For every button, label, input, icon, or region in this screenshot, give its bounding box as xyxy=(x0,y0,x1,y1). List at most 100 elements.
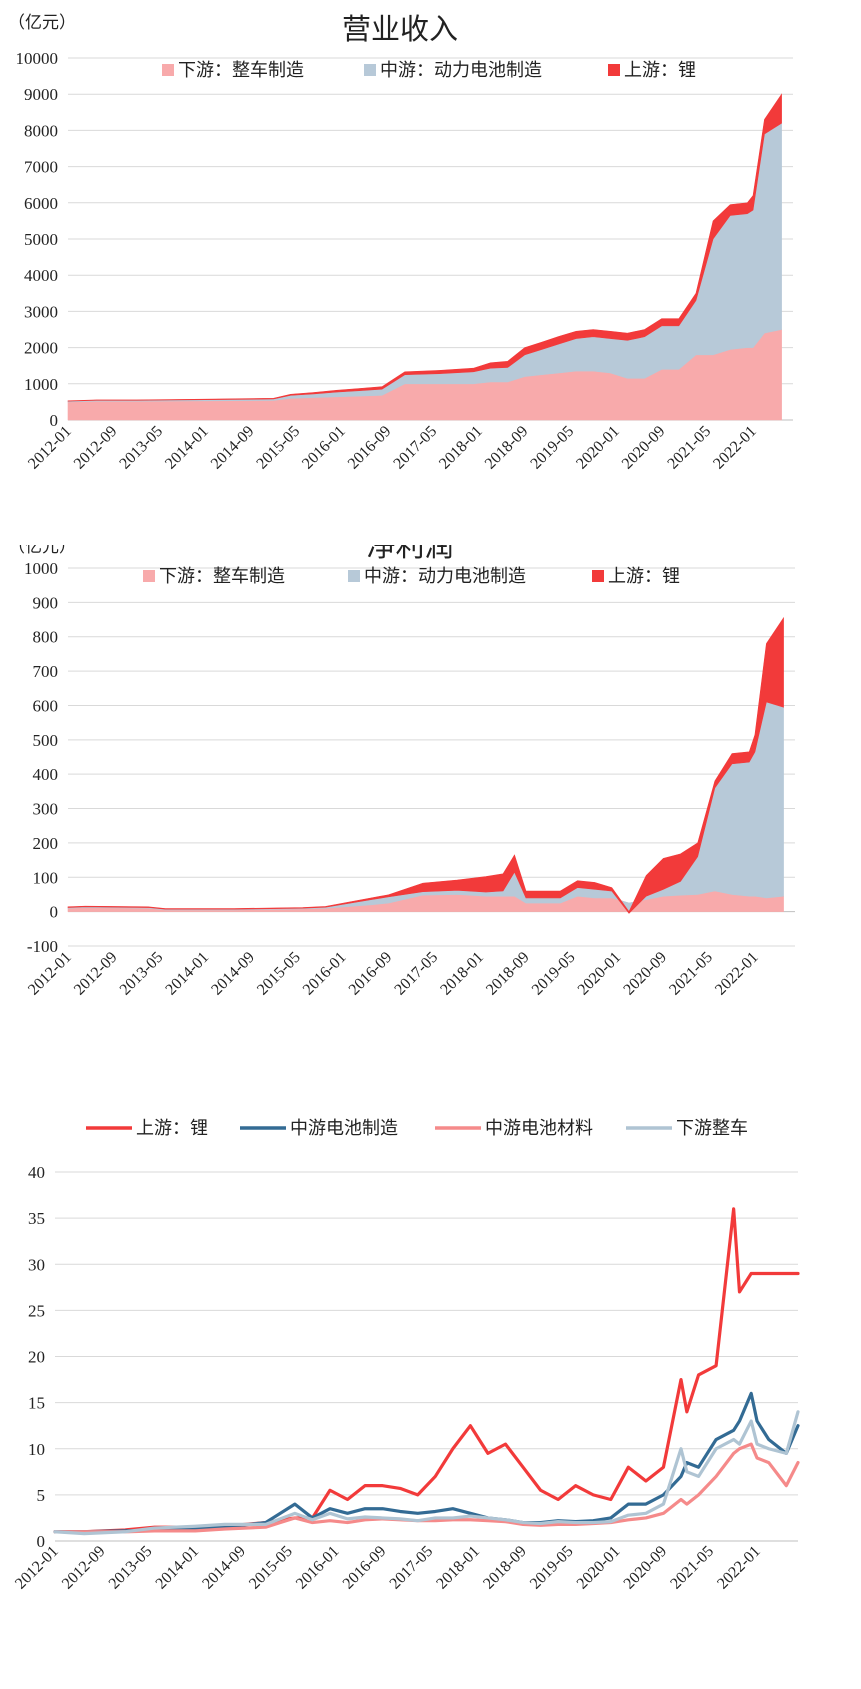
y-tick-label: 0 xyxy=(37,1532,46,1551)
legend-swatch-0 xyxy=(143,570,155,582)
gridlines xyxy=(68,57,793,421)
gridlines xyxy=(68,567,795,947)
y-tick-label: 0 xyxy=(50,903,59,922)
y-tick-label: 1000 xyxy=(24,559,58,578)
legend-swatch-2 xyxy=(592,570,604,582)
chart-title: 营业收入 xyxy=(342,13,458,46)
x-tick-label: 2018-01 xyxy=(433,1543,483,1593)
x-tick-label: 2018-09 xyxy=(482,423,532,473)
y-tick-label: 200 xyxy=(33,834,59,853)
y-tick-label: 40 xyxy=(28,1163,45,1182)
y-tick-label: -100 xyxy=(27,937,58,956)
legend-swatch-0 xyxy=(162,64,174,76)
y-tick-label: 4000 xyxy=(24,266,58,285)
y-tick-label: 400 xyxy=(33,765,59,784)
x-tick-label: 2012-01 xyxy=(25,949,75,999)
x-tick-label: 2017-05 xyxy=(390,423,440,473)
legend-swatch-1 xyxy=(364,64,376,76)
x-tick-label: 2012-09 xyxy=(71,949,121,999)
y-tick-label: 10000 xyxy=(16,49,59,68)
x-tick-label: 2018-09 xyxy=(483,949,533,999)
x-tick-label: 2019-05 xyxy=(527,1543,577,1593)
x-tick-label: 2015-05 xyxy=(246,1543,296,1593)
legend-label-1: 中游：动力电池制造 xyxy=(380,60,542,80)
y-tick-label: 15 xyxy=(28,1394,45,1413)
x-tick-label: 2012-01 xyxy=(25,423,75,473)
x-tick-label: 2015-05 xyxy=(254,949,304,999)
legend-label-1: 中游电池制造 xyxy=(290,1118,398,1138)
x-tick-label: 2021-05 xyxy=(666,949,716,999)
x-tick-label: 2015-05 xyxy=(253,423,303,473)
x-tick-label: 2018-01 xyxy=(437,949,487,999)
y-tick-label: 5000 xyxy=(24,230,58,249)
legend-label-2: 中游电池材料 xyxy=(485,1118,593,1138)
x-tick-label: 2021-05 xyxy=(667,1543,717,1593)
x-tick-label: 2014-01 xyxy=(162,423,212,473)
legend-label-2: 上游：锂 xyxy=(608,566,680,586)
y-tick-label: 35 xyxy=(28,1209,45,1228)
x-tick-label: 2016-01 xyxy=(299,423,349,473)
x-tick-label: 2020-09 xyxy=(619,423,669,473)
x-tick-label: 2021-05 xyxy=(664,423,714,473)
y-tick-label: 5 xyxy=(37,1486,46,1505)
x-tick-label: 2016-09 xyxy=(346,949,396,999)
index-line-chart: 05101520253035402012-012012-092013-05201… xyxy=(12,1118,800,1593)
x-tick-label: 2013-05 xyxy=(106,1543,156,1593)
y-tick-label: 500 xyxy=(33,731,59,750)
x-tick-label: 2016-01 xyxy=(293,1543,343,1593)
y-tick-label: 600 xyxy=(33,696,59,715)
area-series-2 xyxy=(67,616,784,914)
y-tick-label: 300 xyxy=(33,800,59,819)
legend-label-3: 下游整车 xyxy=(676,1118,748,1138)
x-tick-label: 2020-01 xyxy=(575,949,625,999)
legend-label-1: 中游：动力电池制造 xyxy=(364,566,526,586)
y-tick-label: 7000 xyxy=(24,158,58,177)
net-profit-area-chart: -100 0 100 200 300 400 500 600 700 800 900 1000 2012… xyxy=(8,545,795,999)
y-tick-label: 1000 xyxy=(24,375,58,394)
y-tick-label: 800 xyxy=(33,628,59,647)
line-series-0 xyxy=(53,1207,800,1534)
x-tick-label: 2016-09 xyxy=(345,423,395,473)
y-tick-label: 25 xyxy=(28,1301,45,1320)
x-tick-label: 2014-09 xyxy=(208,949,258,999)
x-tick-label: 2017-05 xyxy=(391,949,441,999)
legend-label-0: 上游：锂 xyxy=(136,1118,208,1138)
x-tick-label: 2022-01 xyxy=(712,949,762,999)
x-tick-label: 2019-05 xyxy=(529,949,579,999)
legend-label-0: 下游：整车制造 xyxy=(159,566,285,586)
legend-swatch-2 xyxy=(608,64,620,76)
y-tick-label: 30 xyxy=(28,1255,45,1274)
line-series-2 xyxy=(53,1442,800,1534)
y-tick-label: 9000 xyxy=(24,85,58,104)
line-series-1 xyxy=(53,1391,800,1534)
legend-label-2: 上游：锂 xyxy=(624,60,696,80)
y-tick-label: 20 xyxy=(28,1348,45,1367)
x-tick-label: 2016-01 xyxy=(300,949,350,999)
x-tick-label: 2014-01 xyxy=(153,1543,203,1593)
area-series-1 xyxy=(67,122,782,403)
x-tick-label: 2020-01 xyxy=(573,423,623,473)
legend-label-0: 下游：整车制造 xyxy=(178,60,304,80)
x-tick-label: 2018-01 xyxy=(436,423,486,473)
y-tick-label: 10 xyxy=(28,1440,45,1459)
legend-swatch-1 xyxy=(348,570,360,582)
area-series-2 xyxy=(67,93,782,402)
y-tick-label: 6000 xyxy=(24,194,58,213)
y-tick-label: 700 xyxy=(33,662,59,681)
line-series-3 xyxy=(53,1410,800,1536)
x-tick-label: 2018-09 xyxy=(480,1543,530,1593)
y-unit-label: （亿元） xyxy=(8,545,76,556)
x-tick-label: 2012-09 xyxy=(71,423,121,473)
x-tick-label: 2016-09 xyxy=(340,1543,390,1593)
x-tick-label: 2013-05 xyxy=(117,949,167,999)
x-tick-label: 2020-09 xyxy=(620,949,670,999)
y-tick-label: 100 xyxy=(33,868,59,887)
y-tick-label: 0 xyxy=(50,411,59,430)
gridlines xyxy=(55,1171,798,1542)
x-tick-label: 2019-05 xyxy=(527,423,577,473)
y-tick-label: 8000 xyxy=(24,121,58,140)
x-tick-label: 2013-05 xyxy=(116,423,166,473)
x-tick-label: 2020-09 xyxy=(621,1543,671,1593)
x-tick-label: 2020-01 xyxy=(574,1543,624,1593)
